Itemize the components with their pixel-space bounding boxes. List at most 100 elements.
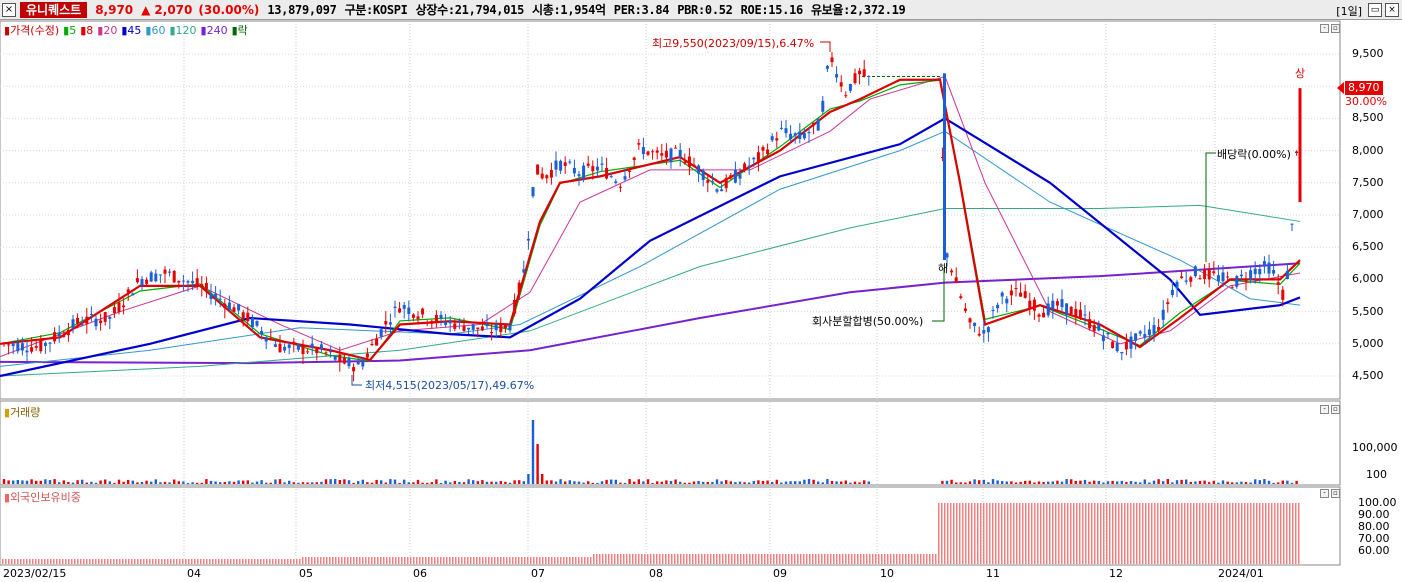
volume-bar bbox=[674, 479, 677, 484]
foreign-bar bbox=[278, 559, 280, 564]
legend-item[interactable]: 가격(수정) bbox=[10, 24, 60, 37]
foreign-bar bbox=[713, 554, 715, 564]
panel-maximize-icon[interactable]: ▫ bbox=[1331, 405, 1340, 414]
foreign-bar bbox=[854, 554, 856, 564]
foreign-bar bbox=[1214, 503, 1216, 564]
foreign-bar bbox=[218, 559, 220, 564]
volume-bar bbox=[807, 479, 811, 484]
volume-bar bbox=[665, 480, 668, 484]
foreign-bar bbox=[350, 557, 352, 564]
legend-item[interactable]: 5 bbox=[69, 24, 77, 37]
legend-item[interactable]: 240 bbox=[206, 24, 228, 37]
foreign-bar bbox=[950, 503, 952, 564]
candle-body bbox=[526, 238, 530, 241]
legend-item[interactable]: 60 bbox=[151, 24, 166, 37]
foreign-bar bbox=[95, 559, 97, 564]
candle-body bbox=[1239, 274, 1243, 277]
candle-body bbox=[204, 283, 208, 290]
volume-bar bbox=[163, 481, 167, 484]
volume-bar bbox=[738, 481, 742, 484]
legend-item[interactable]: 20 bbox=[103, 24, 118, 37]
volume-bar bbox=[978, 480, 981, 484]
candle-body bbox=[117, 302, 121, 312]
legend-item[interactable]: 락 bbox=[237, 24, 248, 37]
candle-body bbox=[628, 170, 632, 172]
foreign-bar bbox=[1082, 503, 1084, 564]
volume-bar bbox=[154, 479, 157, 484]
minimize-icon[interactable]: ▭ bbox=[1368, 3, 1382, 17]
candle-body bbox=[1258, 268, 1262, 275]
close-window-icon[interactable]: × bbox=[1385, 3, 1399, 17]
y-tick-label: 5,000 bbox=[1352, 336, 1384, 350]
foreign-bar bbox=[686, 554, 688, 564]
foreign-bar bbox=[1148, 503, 1150, 564]
candle-body bbox=[646, 151, 650, 155]
stock-name[interactable]: 유니퀘스트 bbox=[20, 1, 88, 18]
volume-bar bbox=[1180, 479, 1183, 484]
foreign-bar bbox=[524, 557, 526, 564]
close-icon[interactable]: × bbox=[2, 2, 16, 17]
foreign-bar bbox=[1064, 503, 1066, 564]
foreign-bar bbox=[932, 554, 934, 564]
panel-maximize-icon[interactable]: ▫ bbox=[1331, 489, 1340, 498]
volume-bar bbox=[182, 481, 185, 484]
foreign-bar bbox=[905, 554, 907, 564]
volume-bar bbox=[757, 480, 760, 484]
candle-body bbox=[1143, 334, 1147, 338]
candle-body bbox=[1101, 335, 1105, 342]
foreign-bar bbox=[638, 554, 640, 564]
candle-body bbox=[416, 316, 420, 320]
foreign-bar bbox=[1298, 503, 1300, 564]
candle-body bbox=[310, 343, 314, 348]
legend-item[interactable]: 45 bbox=[127, 24, 142, 37]
foreign-bar bbox=[2, 559, 4, 564]
volume-bar bbox=[1042, 481, 1045, 484]
panel-maximize-icon[interactable]: ▫ bbox=[1331, 24, 1340, 33]
volume-bar bbox=[587, 481, 590, 484]
candle-body bbox=[34, 346, 38, 348]
volume-panel-controls: - ▫ bbox=[1320, 405, 1340, 414]
candle-body bbox=[319, 344, 323, 350]
foreign-bar bbox=[473, 557, 475, 564]
volume-bar bbox=[803, 479, 806, 484]
volume-bar bbox=[1221, 480, 1225, 484]
period-selector[interactable]: [1일] bbox=[1336, 5, 1362, 18]
panel-minimize-icon[interactable]: - bbox=[1320, 405, 1329, 414]
candle-body bbox=[697, 165, 701, 174]
legend-item[interactable]: 8 bbox=[86, 24, 94, 37]
low-annotation: 최저4,515(2023/05/17),49.67% bbox=[365, 379, 534, 392]
candle-body bbox=[1032, 299, 1036, 311]
candle-body bbox=[522, 269, 526, 273]
candle-body bbox=[1170, 289, 1174, 296]
panel-minimize-icon[interactable]: - bbox=[1320, 489, 1329, 498]
x-tick-label: 2024/01 bbox=[1218, 567, 1264, 580]
candle-body bbox=[11, 343, 15, 347]
panel-minimize-icon[interactable]: - bbox=[1320, 24, 1329, 33]
volume-bar bbox=[646, 479, 650, 484]
volume-bar bbox=[610, 479, 613, 484]
candle-body bbox=[1023, 291, 1027, 298]
volume-bar bbox=[283, 482, 286, 484]
candle-body bbox=[53, 332, 57, 342]
volume-bar bbox=[702, 481, 705, 484]
foreign-bar bbox=[1271, 503, 1273, 564]
candle-body bbox=[1014, 288, 1018, 290]
foreign-bar bbox=[185, 559, 187, 564]
candle-body bbox=[623, 176, 627, 180]
foreign-bar bbox=[527, 557, 529, 564]
volume-bar bbox=[633, 481, 636, 484]
candle-body bbox=[20, 343, 24, 351]
volume-bar bbox=[1028, 480, 1031, 484]
foreign-bar bbox=[398, 557, 400, 564]
foreign-bar bbox=[155, 559, 157, 564]
volume-bar bbox=[660, 481, 663, 484]
volume-bar bbox=[1097, 481, 1100, 484]
foreign-bar bbox=[134, 559, 136, 564]
foreign-bar bbox=[695, 554, 697, 564]
foreign-bar bbox=[1184, 503, 1186, 564]
foreign-bar bbox=[557, 557, 559, 564]
legend-item[interactable]: 120 bbox=[175, 24, 197, 37]
volume-bar bbox=[117, 479, 121, 484]
foreign-bar bbox=[584, 557, 586, 564]
